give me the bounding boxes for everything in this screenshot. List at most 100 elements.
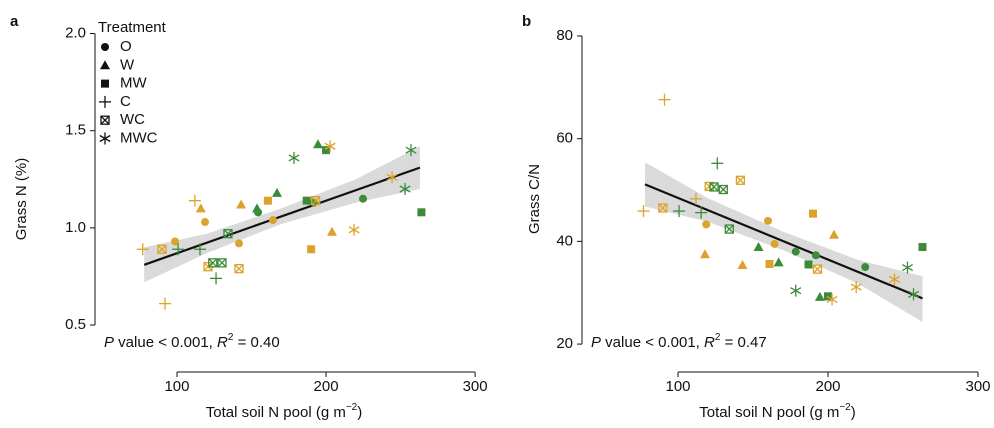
point bbox=[809, 209, 817, 218]
point bbox=[235, 239, 244, 248]
point bbox=[208, 258, 218, 268]
stat-annotation-part: R bbox=[704, 334, 715, 351]
y-tick-label: 40 bbox=[556, 232, 573, 249]
marker-shape bbox=[764, 216, 772, 225]
point bbox=[888, 273, 900, 286]
legend-title: Treatment bbox=[98, 19, 167, 36]
marker-shape bbox=[157, 244, 167, 254]
point bbox=[99, 132, 111, 145]
marker-shape bbox=[804, 260, 813, 269]
marker-shape bbox=[236, 199, 247, 209]
marker-shape bbox=[307, 245, 316, 254]
marker-shape bbox=[724, 224, 734, 234]
marker-shape bbox=[850, 283, 862, 291]
x-tick-label: 300 bbox=[463, 378, 488, 395]
point bbox=[907, 288, 920, 301]
marker-shape bbox=[348, 226, 360, 234]
point bbox=[658, 203, 668, 213]
y-axis-label-part: Grass C/N bbox=[526, 164, 543, 234]
marker-shape bbox=[770, 239, 779, 248]
x-axis-label-part: Total soil N pool (g m bbox=[206, 404, 346, 421]
point bbox=[702, 220, 711, 229]
marker-shape bbox=[234, 264, 244, 274]
marker-shape bbox=[918, 243, 927, 252]
y-axis-label-part: Grass N (%) bbox=[13, 158, 30, 241]
y-axis-label: Grass C/N bbox=[526, 164, 543, 234]
marker-shape bbox=[709, 182, 719, 192]
marker-shape bbox=[223, 229, 233, 239]
x-tick-label: 200 bbox=[314, 378, 339, 395]
x-tick-label: 100 bbox=[665, 378, 690, 395]
point bbox=[718, 184, 728, 195]
marker-shape bbox=[773, 257, 784, 267]
fit-line bbox=[143, 166, 421, 266]
y-tick-label: 2.0 bbox=[65, 25, 86, 42]
marker-shape bbox=[888, 275, 900, 283]
point bbox=[724, 224, 734, 234]
x-axis-label-part: −2 bbox=[839, 402, 851, 413]
point bbox=[268, 216, 277, 225]
point bbox=[223, 229, 233, 239]
point bbox=[327, 226, 338, 236]
marker-shape bbox=[201, 218, 210, 227]
marker-shape bbox=[765, 259, 774, 268]
marker-shape bbox=[901, 264, 914, 272]
marker-shape bbox=[829, 229, 839, 239]
x-axis-label-part: ) bbox=[357, 404, 362, 421]
point bbox=[700, 249, 710, 259]
point bbox=[210, 272, 223, 285]
stat-annotation-part: value < 0.001, bbox=[601, 334, 704, 351]
point bbox=[753, 242, 764, 252]
stat-annotation: P value < 0.001, R2 = 0.40 bbox=[104, 332, 280, 351]
marker-shape bbox=[791, 247, 800, 256]
point bbox=[272, 187, 283, 197]
point bbox=[302, 196, 311, 205]
x-tick-label: 200 bbox=[815, 378, 840, 395]
marker-shape bbox=[208, 258, 218, 268]
legend-label: MW bbox=[120, 75, 147, 92]
marker-shape bbox=[101, 79, 109, 88]
marker-shape bbox=[718, 184, 728, 195]
marker-shape bbox=[100, 60, 110, 70]
marker-shape bbox=[811, 251, 820, 260]
point bbox=[201, 218, 210, 227]
x-tick-label: 100 bbox=[164, 378, 189, 395]
point bbox=[901, 261, 914, 274]
marker-shape bbox=[101, 43, 109, 51]
marker-shape bbox=[268, 216, 277, 225]
point bbox=[101, 79, 109, 88]
stat-annotation-part: value < 0.001, bbox=[114, 334, 217, 351]
marker-shape bbox=[217, 258, 227, 268]
stat-annotation-part: P bbox=[104, 334, 114, 351]
marker-shape bbox=[735, 175, 745, 185]
stat-annotation-part: 2 bbox=[715, 332, 721, 343]
legend-label: W bbox=[120, 56, 135, 73]
point bbox=[195, 203, 206, 213]
legend-label: O bbox=[120, 38, 132, 55]
marker-shape bbox=[100, 115, 110, 125]
marker-shape bbox=[658, 203, 668, 213]
point bbox=[791, 247, 800, 256]
marker-shape bbox=[735, 175, 746, 185]
marker-shape bbox=[223, 229, 233, 239]
point bbox=[829, 229, 839, 239]
point bbox=[252, 203, 263, 213]
point bbox=[172, 243, 185, 256]
point bbox=[312, 139, 323, 149]
marker-shape bbox=[311, 196, 321, 206]
point bbox=[811, 251, 820, 260]
point bbox=[310, 196, 321, 206]
point bbox=[737, 260, 748, 269]
point bbox=[804, 260, 813, 269]
y-tick-label: 20 bbox=[556, 335, 573, 352]
marker-shape bbox=[157, 244, 167, 254]
marker-shape bbox=[288, 154, 300, 162]
point bbox=[324, 140, 336, 153]
marker-shape bbox=[322, 146, 331, 155]
marker-shape bbox=[235, 239, 244, 248]
point bbox=[188, 194, 201, 207]
point bbox=[709, 182, 719, 192]
panel: a 100 200 300 0.5 1.0 1.5 2.0 Total soil N pool … bbox=[10, 13, 488, 421]
point bbox=[359, 194, 368, 203]
point bbox=[100, 60, 110, 70]
